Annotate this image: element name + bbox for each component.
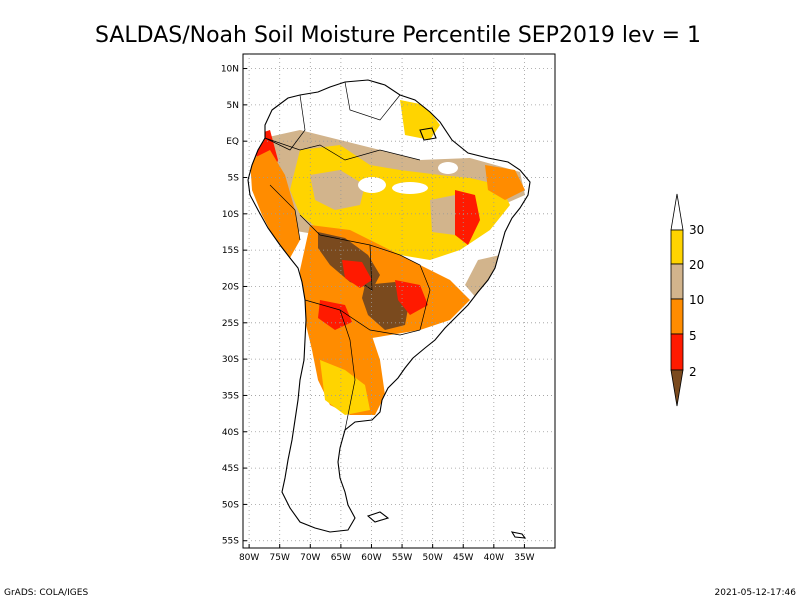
lon-tick-label: 35W bbox=[514, 553, 534, 563]
lon-tick-label: 50W bbox=[422, 553, 442, 563]
lon-tick-label: 75W bbox=[270, 553, 290, 563]
colorbar-above-30-triangle bbox=[670, 193, 684, 231]
lat-tick-label: 20S bbox=[222, 282, 239, 292]
lat-tick-label: 40S bbox=[222, 428, 239, 438]
colorbar-10-20 bbox=[670, 263, 684, 300]
islands bbox=[366, 127, 527, 539]
lat-tick-label: 45S bbox=[222, 464, 239, 474]
lon-tick-label: 60W bbox=[361, 553, 381, 563]
lon-tick-label: 80W bbox=[239, 553, 259, 563]
lat-tick-label: 55S bbox=[222, 537, 239, 547]
colorbar: 30 20 10 5 2 bbox=[670, 193, 704, 407]
lat-tick-label: 15S bbox=[222, 246, 239, 256]
colorbar-label-10: 10 bbox=[689, 293, 704, 307]
longitude-labels: 80W 75W 70W 65W 60W 55W 50W 45W 40W 35W bbox=[239, 544, 535, 563]
soil-moisture-field bbox=[250, 100, 525, 532]
lon-tick-label: 45W bbox=[453, 553, 473, 563]
lon-tick-label: 40W bbox=[484, 553, 504, 563]
lat-tick-label: 5S bbox=[228, 174, 240, 184]
lat-tick-label: 10N bbox=[221, 65, 239, 75]
lat-tick-label: 5N bbox=[227, 101, 239, 111]
colorbar-label-20: 20 bbox=[689, 258, 704, 272]
lat-tick-label: 35S bbox=[222, 391, 239, 401]
colorbar-20-30 bbox=[670, 229, 684, 265]
colorbar-5-10 bbox=[670, 298, 684, 335]
colorbar-label-30: 30 bbox=[689, 223, 704, 237]
colorbar-2-5 bbox=[670, 333, 684, 371]
footer-credit: GrADS: COLA/IGES bbox=[4, 588, 88, 598]
footer-timestamp: 2021-05-12-17:46 bbox=[715, 588, 797, 598]
lon-tick-label: 70W bbox=[300, 553, 320, 563]
latitude-labels: 10N 5N EQ 5S 10S 15S 20S 25S 30S 35S 40S 45S 50S 55S bbox=[221, 65, 247, 547]
lat-tick-label: 25S bbox=[222, 319, 239, 329]
lon-tick-label: 65W bbox=[331, 553, 351, 563]
colorbar-label-5: 5 bbox=[689, 329, 697, 343]
colorbar-below-2-triangle bbox=[670, 369, 684, 407]
lat-tick-label: EQ bbox=[226, 137, 239, 147]
country-borders bbox=[264, 81, 431, 431]
colorbar-label-2: 2 bbox=[689, 365, 697, 379]
lat-tick-label: 50S bbox=[222, 500, 239, 510]
lat-tick-label: 10S bbox=[222, 210, 239, 220]
map-title: SALDAS/Noah Soil Moisture Percentile SEP… bbox=[95, 23, 701, 48]
lat-tick-label: 30S bbox=[222, 355, 239, 365]
lon-tick-label: 55W bbox=[392, 553, 412, 563]
grid-lines bbox=[243, 54, 555, 548]
